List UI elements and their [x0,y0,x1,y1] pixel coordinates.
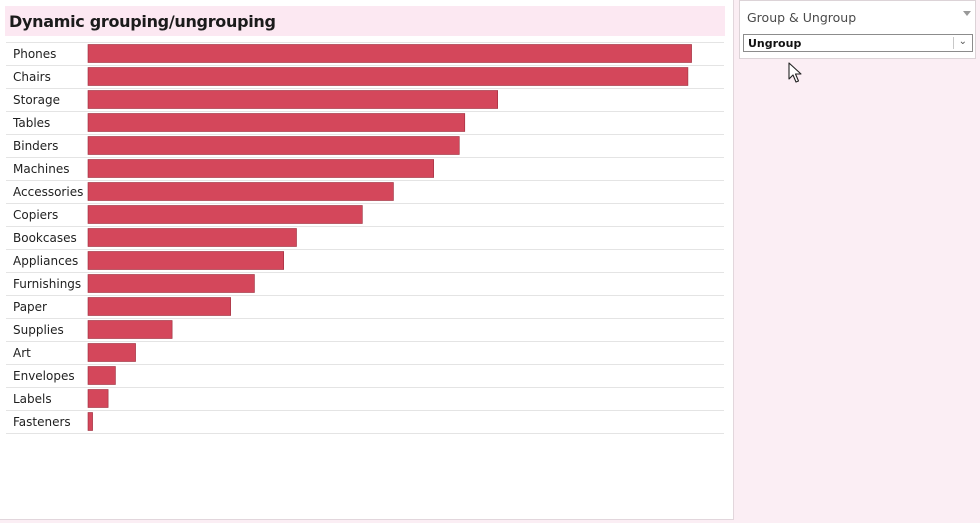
chevron-down-icon[interactable]: ⌄ [958,36,967,47]
bar-paper[interactable] [87,297,231,316]
category-label: Fasteners [13,415,71,429]
bar-chart: Phones Chairs Storage Tables Binders Machines… [6,42,724,434]
bar-tables[interactable] [87,113,466,132]
bar-appliances[interactable] [87,251,285,270]
chart-panel: Dynamic grouping/ungrouping Phones Chairs… [0,0,734,520]
category-label: Chairs [13,70,51,84]
bar-machines[interactable] [87,159,434,178]
control-menu-caret-icon[interactable] [963,11,971,16]
category-label: Labels [13,392,52,406]
category-label: Art [13,346,31,360]
category-label: Copiers [13,208,58,222]
category-label: Machines [13,162,69,176]
bar-fasteners[interactable] [87,412,93,431]
category-label: Storage [13,93,60,107]
category-label: Supplies [13,323,64,337]
chart-title: Dynamic grouping/ungrouping [9,12,276,31]
bar-envelopes[interactable] [87,366,116,385]
chart-title-bar: Dynamic grouping/ungrouping [5,6,725,36]
bar-chairs[interactable] [87,67,689,86]
group-ungroup-dropdown[interactable]: Ungroup ⌄ [743,34,973,52]
control-label: Group & Ungroup [747,10,857,25]
category-label: Paper [13,300,47,314]
category-label: Bookcases [13,231,77,245]
bar-art[interactable] [87,343,136,362]
category-label: Tables [12,116,50,130]
category-label: Phones [13,47,56,61]
bar-phones[interactable] [87,44,692,63]
category-label: Furnishings [13,277,81,291]
group-ungroup-control: Group & Ungroup Ungroup ⌄ [739,0,976,59]
bar-accessories[interactable] [87,182,394,201]
bar-binders[interactable] [87,136,460,155]
category-label: Accessories [13,185,83,199]
bar-copiers[interactable] [87,205,363,224]
bar-supplies[interactable] [87,320,173,339]
mouse-cursor-icon [788,62,802,83]
dropdown-divider [953,37,954,49]
category-label: Appliances [13,254,78,268]
bar-storage[interactable] [87,90,498,109]
bar-bookcases[interactable] [87,228,297,247]
bar-labels[interactable] [87,389,109,408]
category-label: Envelopes [13,369,75,383]
dropdown-selected-value: Ungroup [748,37,802,50]
bar-furnishings[interactable] [87,274,255,293]
category-label: Binders [13,139,58,153]
